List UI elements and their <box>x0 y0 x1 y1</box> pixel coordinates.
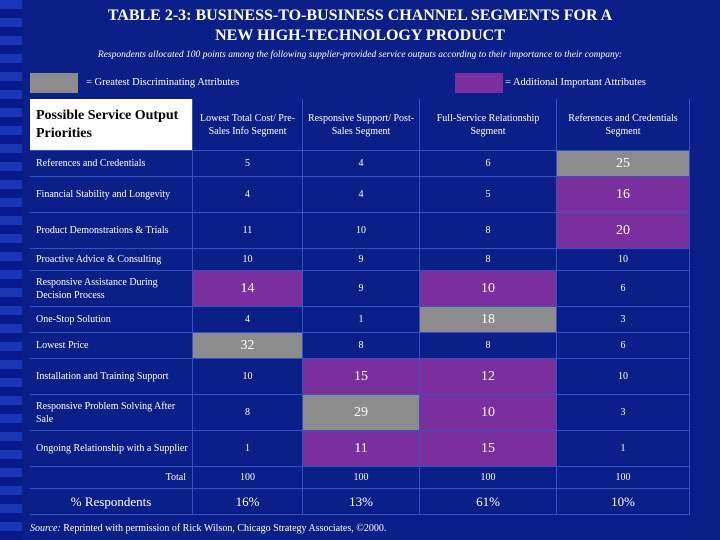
table-cell: 5 <box>420 177 557 213</box>
table-cell: 1 <box>557 431 690 467</box>
table-cell: 8 <box>303 333 420 359</box>
title-line-2: NEW HIGH-TECHNOLOGY PRODUCT <box>215 27 505 44</box>
subtitle: Respondents allocated 100 points among t… <box>97 50 623 60</box>
segments-table: Possible Service Output Priorities Lowest… <box>30 99 690 515</box>
total-cell: 100 <box>420 467 557 489</box>
table-cell: 15 <box>420 431 557 467</box>
column-header: Full-Service Relationship Segment <box>420 99 557 151</box>
respondents-label: % Respondents <box>30 489 193 515</box>
table-cell: 14 <box>193 271 303 307</box>
total-cell: 100 <box>193 467 303 489</box>
table-cell: 8 <box>193 395 303 431</box>
legend-gray-label: = Greatest Discriminating Attributes <box>80 73 294 93</box>
total-cell: 100 <box>557 467 690 489</box>
table-cell: 12 <box>420 359 557 395</box>
table-cell: 4 <box>303 151 420 177</box>
left-decorative-stripe <box>0 0 22 540</box>
table-cell: 6 <box>420 151 557 177</box>
row-label: Installation and Training Support <box>30 359 193 395</box>
table-cell: 8 <box>420 249 557 271</box>
row-label: Responsive Problem Solving After Sale <box>30 395 193 431</box>
table-cell: 10 <box>557 359 690 395</box>
table-cell: 20 <box>557 213 690 249</box>
table-cell: 8 <box>420 333 557 359</box>
table-cell: 32 <box>193 333 303 359</box>
table-cell: 10 <box>420 395 557 431</box>
respondents-cell: 16% <box>193 489 303 515</box>
title-line-1: TABLE 2-3: BUSINESS-TO-BUSINESS CHANNEL … <box>107 7 613 24</box>
table-cell: 10 <box>557 249 690 271</box>
table-corner-header: Possible Service Output Priorities <box>30 99 193 151</box>
table-cell: 10 <box>420 271 557 307</box>
row-label: Ongoing Relationship with a Supplier <box>30 431 193 467</box>
legend-purple-swatch <box>455 73 503 93</box>
column-header: Lowest Total Cost/ Pre-Sales Info Segmen… <box>193 99 303 151</box>
legend-gray-swatch <box>30 73 78 93</box>
table-cell: 16 <box>557 177 690 213</box>
row-label: Financial Stability and Longevity <box>30 177 193 213</box>
table-cell: 29 <box>303 395 420 431</box>
table-cell: 18 <box>420 307 557 333</box>
row-label: Product Demonstrations & Trials <box>30 213 193 249</box>
column-header: Responsive Support/ Post-Sales Segment <box>303 99 420 151</box>
row-label: Lowest Price <box>30 333 193 359</box>
table-cell: 4 <box>303 177 420 213</box>
respondents-cell: 13% <box>303 489 420 515</box>
row-label: References and Credentials <box>30 151 193 177</box>
table-cell: 11 <box>303 431 420 467</box>
respondents-cell: 10% <box>557 489 690 515</box>
table-cell: 5 <box>193 151 303 177</box>
table-cell: 25 <box>557 151 690 177</box>
table-cell: 6 <box>557 333 690 359</box>
table-cell: 10 <box>193 249 303 271</box>
respondents-cell: 61% <box>420 489 557 515</box>
total-cell: 100 <box>303 467 420 489</box>
table-cell: 1 <box>193 431 303 467</box>
table-cell: 3 <box>557 307 690 333</box>
legend-purple-label: = Additional Important Attributes <box>505 77 646 88</box>
table-cell: 6 <box>557 271 690 307</box>
source-text: Reprinted with permission of Rick Wilson… <box>60 523 387 534</box>
table-cell: 9 <box>303 249 420 271</box>
table-cell: 3 <box>557 395 690 431</box>
row-label: Responsive Assistance During Decision Pr… <box>30 271 193 307</box>
source-note: Source: Reprinted with permission of Ric… <box>30 523 386 534</box>
page-title: TABLE 2-3: BUSINESS-TO-BUSINESS CHANNEL … <box>0 6 720 46</box>
source-prefix: Source: <box>30 523 61 534</box>
table-cell: 1 <box>303 307 420 333</box>
total-label: Total <box>30 467 193 489</box>
table-cell: 11 <box>193 213 303 249</box>
table-cell: 8 <box>420 213 557 249</box>
table-cell: 4 <box>193 307 303 333</box>
row-label: One-Stop Solution <box>30 307 193 333</box>
table-cell: 4 <box>193 177 303 213</box>
table-cell: 15 <box>303 359 420 395</box>
column-header: References and Credentials Segment <box>557 99 690 151</box>
row-label: Proactive Advice & Consulting <box>30 249 193 271</box>
table-cell: 10 <box>303 213 420 249</box>
table-cell: 10 <box>193 359 303 395</box>
table-cell: 9 <box>303 271 420 307</box>
